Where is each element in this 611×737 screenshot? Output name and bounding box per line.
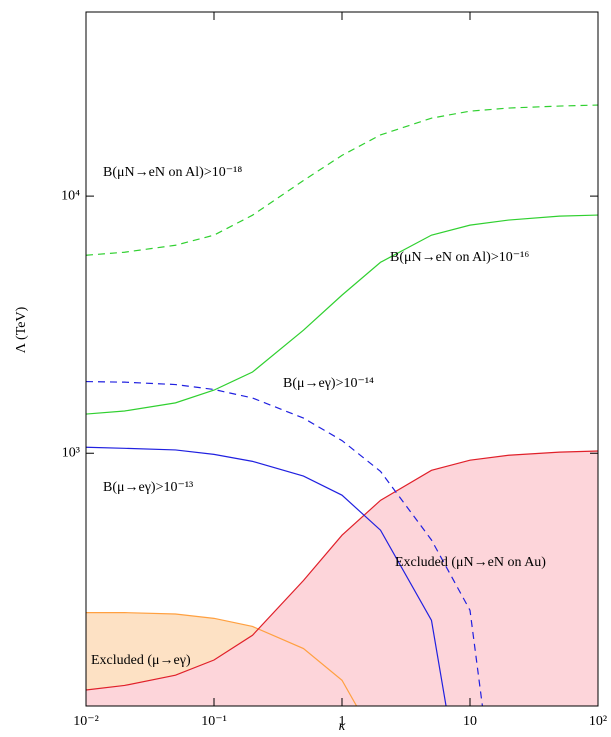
x-tick-label: 10⁻¹ [201,714,227,729]
y-tick-label: 10⁴ [61,188,80,203]
x-tick-label: 10⁻² [73,714,99,729]
excluded-area [86,451,598,706]
curve [86,612,358,706]
y-tick-label: 10³ [62,445,80,460]
x-tick-label: 10 [463,714,477,729]
annotation: B(μ→eγ)>10⁻¹³ [103,480,193,495]
annotation: Excluded (μ→eγ) [91,653,191,668]
annotation: Excluded (μN→eN on Au) [395,555,546,570]
annotation: B(μN→eN on Al)>10⁻¹⁸ [103,165,242,180]
curve [86,104,598,256]
plot-area [86,104,598,706]
curve [86,214,598,415]
x-tick-label: 1 [339,714,346,729]
curve [86,446,447,706]
x-axis-label: κ [339,719,346,734]
annotation: B(μ→eγ)>10⁻¹⁴ [283,376,374,391]
x-tick-label: 10² [589,714,607,729]
y-axis-label: Λ (TeV) [14,306,29,353]
annotation: B(μN→eN on Al)>10⁻¹⁶ [390,250,529,265]
curve [86,450,598,691]
curve [86,380,483,706]
